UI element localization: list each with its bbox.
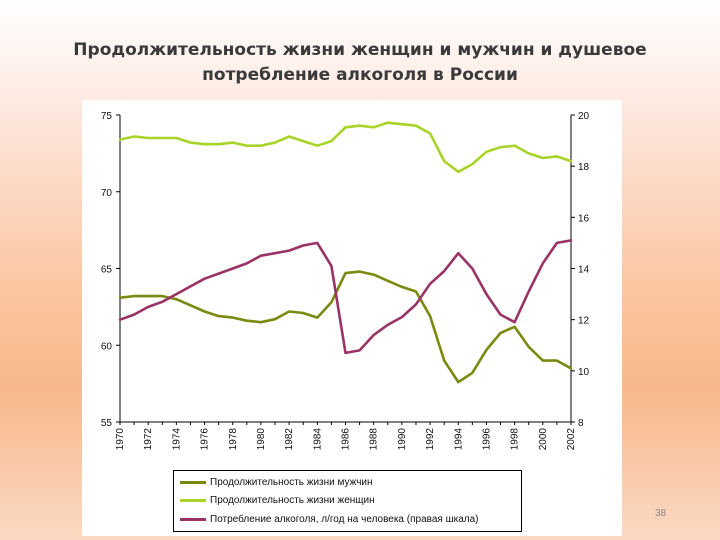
y-right-tick-label: 16 xyxy=(578,213,590,224)
series-line-1 xyxy=(118,121,573,174)
series-line-0 xyxy=(118,270,573,384)
legend-swatch-women xyxy=(180,498,206,502)
x-tick-label: 1990 xyxy=(397,428,408,451)
x-tick-label: 1988 xyxy=(369,428,380,451)
y-right-tick-label: 18 xyxy=(578,162,590,173)
y-left-tick-label: 60 xyxy=(101,341,113,352)
chart-title: Продолжительность жизни женщин и мужчин … xyxy=(73,40,647,85)
x-tick-label: 1980 xyxy=(256,428,267,451)
legend-item-men: Продолжительность жизни мужчин xyxy=(180,473,373,491)
legend-label-women: Продолжительность жизни женщин xyxy=(210,494,375,506)
x-tick-label: 1986 xyxy=(341,428,352,451)
series-line-2 xyxy=(118,239,573,355)
y-right-tick-label: 10 xyxy=(578,367,590,378)
y-left-tick-label: 75 xyxy=(101,111,113,122)
y-right-tick-label: 20 xyxy=(578,111,590,122)
legend-item-women: Продолжительность жизни женщин xyxy=(180,491,375,509)
legend-swatch-alcohol xyxy=(180,517,206,521)
x-tick-label: 1982 xyxy=(284,428,295,451)
x-tick-label: 1972 xyxy=(143,428,154,451)
x-tick-label: 1974 xyxy=(171,428,182,451)
legend-label-men: Продолжительность жизни мужчин xyxy=(210,476,373,488)
x-tick-label: 1992 xyxy=(425,428,436,451)
y-left-tick-label: 70 xyxy=(101,188,113,199)
y-right-tick-label: 14 xyxy=(578,265,590,276)
chart-legend: Продолжительность жизни мужчин Продолжит… xyxy=(173,470,522,532)
legend-label-alcohol: Потребление алкоголя, л/год на человека … xyxy=(210,513,479,525)
line-chart: 55 60 65 70 75 8 10 12 14 16 18 20 1970 1972 1974 1976 1… xyxy=(101,111,590,451)
x-tick-label: 1970 xyxy=(115,428,126,451)
x-tick-label: 2002 xyxy=(566,428,577,451)
legend-item-alcohol: Потребление алкоголя, л/год на человека … xyxy=(180,510,479,528)
page-number: 38 xyxy=(655,508,667,519)
x-tick-label: 1994 xyxy=(453,428,464,451)
y-right-tick-label: 8 xyxy=(578,418,584,429)
y-left-tick-label: 55 xyxy=(101,418,113,429)
x-tick-label: 1984 xyxy=(312,428,323,451)
y-left-tick-label: 65 xyxy=(101,265,113,276)
x-tick-label: 2000 xyxy=(538,428,549,451)
x-tick-label: 1978 xyxy=(228,428,239,451)
y-right-tick-label: 12 xyxy=(578,316,590,327)
x-tick-label: 1976 xyxy=(200,428,211,451)
chart-area: 55 60 65 70 75 8 10 12 14 16 18 20 1970 1972 1974 1976 1… xyxy=(82,100,622,536)
x-tick-label: 1996 xyxy=(481,428,492,451)
legend-swatch-men xyxy=(180,480,206,484)
x-tick-label: 1998 xyxy=(510,428,521,451)
